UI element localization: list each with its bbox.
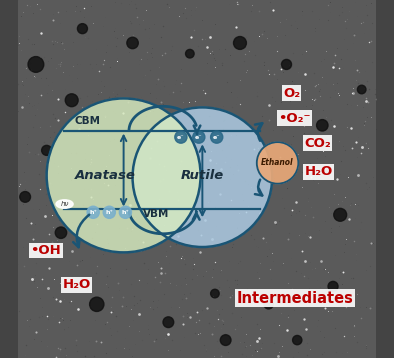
Text: h⁺: h⁺ xyxy=(121,210,129,215)
Circle shape xyxy=(257,142,298,184)
Circle shape xyxy=(264,300,273,309)
Circle shape xyxy=(211,131,223,143)
Circle shape xyxy=(89,297,104,311)
Circle shape xyxy=(20,192,30,202)
Circle shape xyxy=(87,206,99,218)
Text: e⁻: e⁻ xyxy=(195,135,203,140)
Circle shape xyxy=(65,94,78,107)
Text: VBM: VBM xyxy=(143,209,169,219)
Text: H₂O: H₂O xyxy=(63,278,91,291)
Text: e⁻: e⁻ xyxy=(177,135,185,140)
Text: O₂: O₂ xyxy=(283,87,300,100)
Text: •O₂⁻: •O₂⁻ xyxy=(279,112,311,125)
Text: hν: hν xyxy=(60,201,69,207)
Circle shape xyxy=(42,145,52,155)
Circle shape xyxy=(163,317,174,328)
Ellipse shape xyxy=(56,200,73,208)
Circle shape xyxy=(175,131,187,143)
Circle shape xyxy=(334,208,347,221)
Circle shape xyxy=(316,120,328,131)
Circle shape xyxy=(281,59,292,69)
Circle shape xyxy=(78,24,87,34)
Circle shape xyxy=(127,37,138,49)
Text: CBM: CBM xyxy=(75,116,101,126)
Circle shape xyxy=(234,37,246,49)
Text: e⁻: e⁻ xyxy=(213,135,220,140)
Text: h⁺: h⁺ xyxy=(89,210,97,215)
Circle shape xyxy=(328,281,338,291)
Circle shape xyxy=(132,107,272,247)
Circle shape xyxy=(55,227,67,238)
Text: Rutile: Rutile xyxy=(181,169,224,182)
Circle shape xyxy=(186,49,194,58)
Text: Ethanol: Ethanol xyxy=(261,158,294,168)
Circle shape xyxy=(357,85,366,94)
Text: Anatase: Anatase xyxy=(75,169,136,182)
Circle shape xyxy=(193,131,205,143)
Circle shape xyxy=(293,335,302,345)
Circle shape xyxy=(220,335,231,345)
Text: CO₂: CO₂ xyxy=(305,137,331,150)
Text: h⁺: h⁺ xyxy=(106,210,113,215)
Circle shape xyxy=(103,206,115,218)
Text: Intermediates: Intermediates xyxy=(236,290,353,305)
Text: H₂O: H₂O xyxy=(305,165,333,178)
Circle shape xyxy=(119,206,132,218)
Circle shape xyxy=(46,98,201,252)
Text: •OH: •OH xyxy=(30,244,61,257)
Circle shape xyxy=(211,289,219,298)
Circle shape xyxy=(28,57,44,72)
